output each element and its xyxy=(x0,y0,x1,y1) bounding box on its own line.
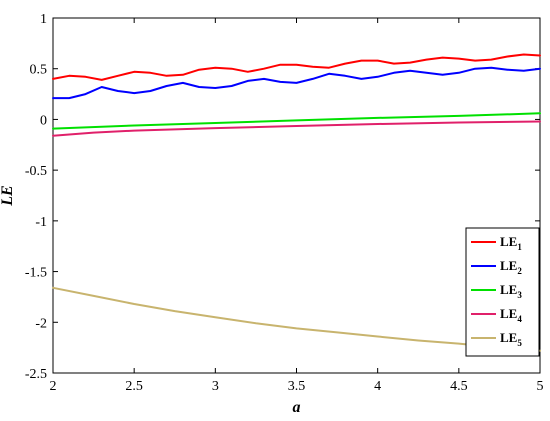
legend-box xyxy=(465,227,540,357)
x-tick-label: 4 xyxy=(374,379,381,394)
y-tick-label: -2.5 xyxy=(25,367,47,382)
y-tick-label: 1 xyxy=(40,12,47,27)
y-tick-label: 0.5 xyxy=(30,63,48,78)
x-tick-label: 2 xyxy=(50,379,57,394)
series-line-le5 xyxy=(52,286,541,352)
y-axis-ticks: 1 0.5 0 -0.5 -1 -1.5 -2 -2.5 xyxy=(25,12,540,382)
series-line-le4 xyxy=(52,120,541,137)
y-tick-label: -0.5 xyxy=(25,164,47,179)
y-tick-label: -2 xyxy=(35,316,47,331)
x-tick-label: 5 xyxy=(537,379,544,394)
y-axis-label: LE xyxy=(0,185,16,206)
y-tick-label: -1 xyxy=(35,215,47,230)
x-axis-ticks: 2 2.5 3 3.5 4 4.5 5 xyxy=(50,18,544,394)
legend-label-le2: LE2 xyxy=(500,258,522,276)
x-axis-label: a xyxy=(293,399,301,416)
y-tick-label: -1.5 xyxy=(25,266,47,281)
series-line-le2 xyxy=(52,66,541,100)
series-lines xyxy=(52,53,541,352)
legend-label-le4: LE4 xyxy=(500,306,522,324)
legend-label-le3: LE3 xyxy=(500,282,522,300)
series-line-le3 xyxy=(52,112,541,130)
legend-label-le5: LE5 xyxy=(500,330,522,348)
x-tick-label: 3 xyxy=(212,379,219,394)
y-tick-label: 0 xyxy=(40,113,47,128)
legend-label-le1: LE1 xyxy=(500,234,522,252)
x-tick-label: 3.5 xyxy=(288,379,306,394)
x-tick-label: 2.5 xyxy=(125,379,143,394)
legend: LE1 LE2 LE3 LE4 LE5 xyxy=(465,227,540,357)
x-tick-label: 4.5 xyxy=(450,379,468,394)
series-line-le1 xyxy=(52,53,541,81)
